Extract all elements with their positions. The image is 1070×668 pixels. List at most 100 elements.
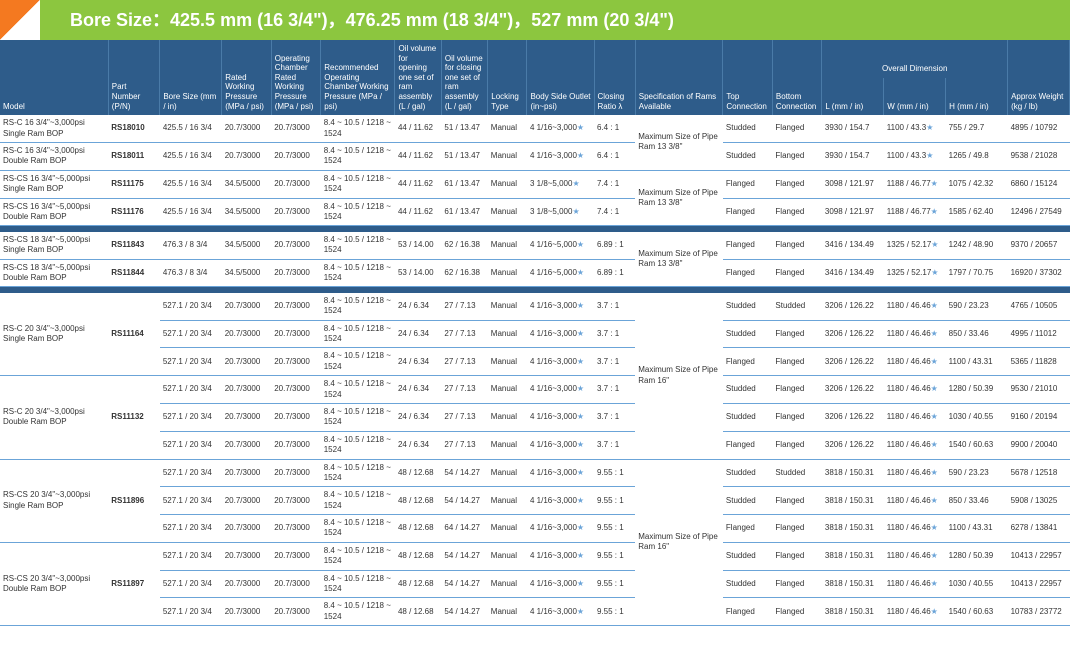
cell-wt: 9530 / 21010	[1008, 376, 1070, 404]
th-bore: Bore Size (mm / in)	[160, 40, 222, 115]
cell-lock: Manual	[488, 487, 527, 515]
cell-rec: 8.4 ~ 10.5 / 1218 ~ 1524	[321, 403, 395, 431]
cell-l: 3416 / 134.49	[822, 232, 884, 259]
cell-oil2: 54 / 14.27	[441, 487, 487, 515]
table-row: 527.1 / 20 3/420.7/300020.7/30008.4 ~ 10…	[0, 320, 1070, 348]
cell-top: Studded	[723, 487, 773, 515]
cell-body: 4 1/16~3,000★	[527, 598, 594, 626]
cell-top: Flanged	[723, 259, 773, 287]
cell-bore: 527.1 / 20 3/4	[160, 348, 222, 376]
cell-model: RS-CS 20 3/4"~3,000psi Double Ram BOP	[0, 542, 108, 625]
table-row: RS-C 16 3/4"~3,000psi Double Ram BOPRS18…	[0, 142, 1070, 170]
cell-ratio: 6.89 : 1	[594, 232, 635, 259]
cell-l: 3930 / 154.7	[822, 115, 884, 142]
cell-bot: Studded	[772, 293, 822, 320]
cell-w: 1100 / 43.3★	[884, 115, 946, 142]
cell-lock: Manual	[488, 115, 527, 142]
cell-bore: 425.5 / 16 3/4	[160, 198, 222, 226]
cell-rec: 8.4 ~ 10.5 / 1218 ~ 1524	[321, 487, 395, 515]
cell-w: 1180 / 46.46★	[884, 293, 946, 320]
cell-body: 4 1/16~3,000★	[527, 431, 594, 459]
th-h: H (mm / in)	[946, 78, 1008, 116]
cell-l: 3818 / 150.31	[822, 570, 884, 598]
cell-ratio: 9.55 : 1	[594, 487, 635, 515]
cell-op: 20.7/3000	[271, 348, 321, 376]
cell-top: Flanged	[723, 232, 773, 259]
cell-body: 4 1/16~3,000★	[527, 348, 594, 376]
cell-op: 20.7/3000	[271, 459, 321, 487]
table-body: RS-C 16 3/4"~3,000psi Single Ram BOPRS18…	[0, 115, 1070, 626]
cell-ratio: 9.55 : 1	[594, 570, 635, 598]
cell-pn: RS11897	[108, 542, 160, 625]
th-overall: Overall Dimension	[822, 40, 1008, 78]
page-title: Bore Size：425.5 mm (16 3/4")，476.25 mm (…	[40, 0, 1070, 40]
cell-h: 755 / 29.7	[946, 115, 1008, 142]
cell-rated: 34.5/5000	[222, 198, 272, 226]
cell-lock: Manual	[488, 542, 527, 570]
cell-oil2: 62 / 16.38	[441, 232, 487, 259]
cell-oil2: 61 / 13.47	[441, 170, 487, 198]
cell-top: Studded	[723, 403, 773, 431]
cell-rated: 34.5/5000	[222, 170, 272, 198]
th-w: W (mm / in)	[884, 78, 946, 116]
table-row: 527.1 / 20 3/420.7/300020.7/30008.4 ~ 10…	[0, 348, 1070, 376]
cell-l: 3206 / 126.22	[822, 431, 884, 459]
table-row: 527.1 / 20 3/420.7/300020.7/30008.4 ~ 10…	[0, 431, 1070, 459]
cell-w: 1325 / 52.17★	[884, 259, 946, 287]
cell-model: RS-CS 16 3/4"~5,000psi Single Ram BOP	[0, 170, 108, 198]
cell-h: 1585 / 62.40	[946, 198, 1008, 226]
th-oil1: Oil volume for opening one set of ram as…	[395, 40, 441, 115]
cell-oil2: 27 / 7.13	[441, 376, 487, 404]
cell-w: 1180 / 46.46★	[884, 403, 946, 431]
cell-rated: 20.7/3000	[222, 293, 272, 320]
cell-rec: 8.4 ~ 10.5 / 1218 ~ 1524	[321, 515, 395, 543]
cell-oil1: 48 / 12.68	[395, 598, 441, 626]
cell-bore: 527.1 / 20 3/4	[160, 376, 222, 404]
cell-h: 1100 / 43.31	[946, 348, 1008, 376]
cell-rec: 8.4 ~ 10.5 / 1218 ~ 1524	[321, 431, 395, 459]
cell-l: 3206 / 126.22	[822, 293, 884, 320]
th-bot: Bottom Connection	[772, 40, 822, 115]
cell-pn: RS11176	[108, 198, 160, 226]
table-header: Model Part Number (P/N) Bore Size (mm / …	[0, 40, 1070, 115]
cell-l: 3818 / 150.31	[822, 487, 884, 515]
cell-bot: Flanged	[772, 570, 822, 598]
cell-rec: 8.4 ~ 10.5 / 1218 ~ 1524	[321, 198, 395, 226]
cell-body: 4 1/16~3,000★	[527, 115, 594, 142]
cell-top: Studded	[723, 293, 773, 320]
table-row: RS-CS 20 3/4"~3,000psi Double Ram BOPRS1…	[0, 542, 1070, 570]
cell-op: 20.7/3000	[271, 320, 321, 348]
cell-body: 4 1/16~3,000★	[527, 487, 594, 515]
cell-l: 3206 / 126.22	[822, 320, 884, 348]
cell-h: 1265 / 49.8	[946, 142, 1008, 170]
cell-ratio: 9.55 : 1	[594, 515, 635, 543]
cell-rated: 20.7/3000	[222, 115, 272, 142]
cell-l: 3206 / 126.22	[822, 403, 884, 431]
th-top: Top Connection	[723, 40, 773, 115]
cell-oil1: 24 / 6.34	[395, 376, 441, 404]
th-l: L (mm / in)	[822, 78, 884, 116]
table-row: RS-C 20 3/4"~3,000psi Single Ram BOPRS11…	[0, 293, 1070, 320]
cell-spec: Maximum Size of Pipe Ram 13 3/8"	[635, 232, 723, 287]
cell-top: Studded	[723, 376, 773, 404]
cell-l: 3818 / 150.31	[822, 515, 884, 543]
cell-wt: 16920 / 37302	[1008, 259, 1070, 287]
cell-ratio: 6.4 : 1	[594, 142, 635, 170]
cell-lock: Manual	[488, 293, 527, 320]
table-row: 527.1 / 20 3/420.7/300020.7/30008.4 ~ 10…	[0, 598, 1070, 626]
cell-rated: 20.7/3000	[222, 348, 272, 376]
cell-bot: Flanged	[772, 320, 822, 348]
cell-w: 1180 / 46.46★	[884, 376, 946, 404]
cell-op: 20.7/3000	[271, 170, 321, 198]
cell-rated: 20.7/3000	[222, 459, 272, 487]
cell-body: 4 1/16~3,000★	[527, 459, 594, 487]
cell-lock: Manual	[488, 259, 527, 287]
cell-rated: 20.7/3000	[222, 142, 272, 170]
cell-model: RS-C 20 3/4"~3,000psi Single Ram BOP	[0, 293, 108, 376]
cell-ratio: 7.4 : 1	[594, 170, 635, 198]
cell-wt: 6860 / 15124	[1008, 170, 1070, 198]
cell-rated: 20.7/3000	[222, 320, 272, 348]
cell-w: 1180 / 46.46★	[884, 487, 946, 515]
cell-pn: RS18011	[108, 142, 160, 170]
th-lock: Locking Type	[488, 40, 527, 115]
